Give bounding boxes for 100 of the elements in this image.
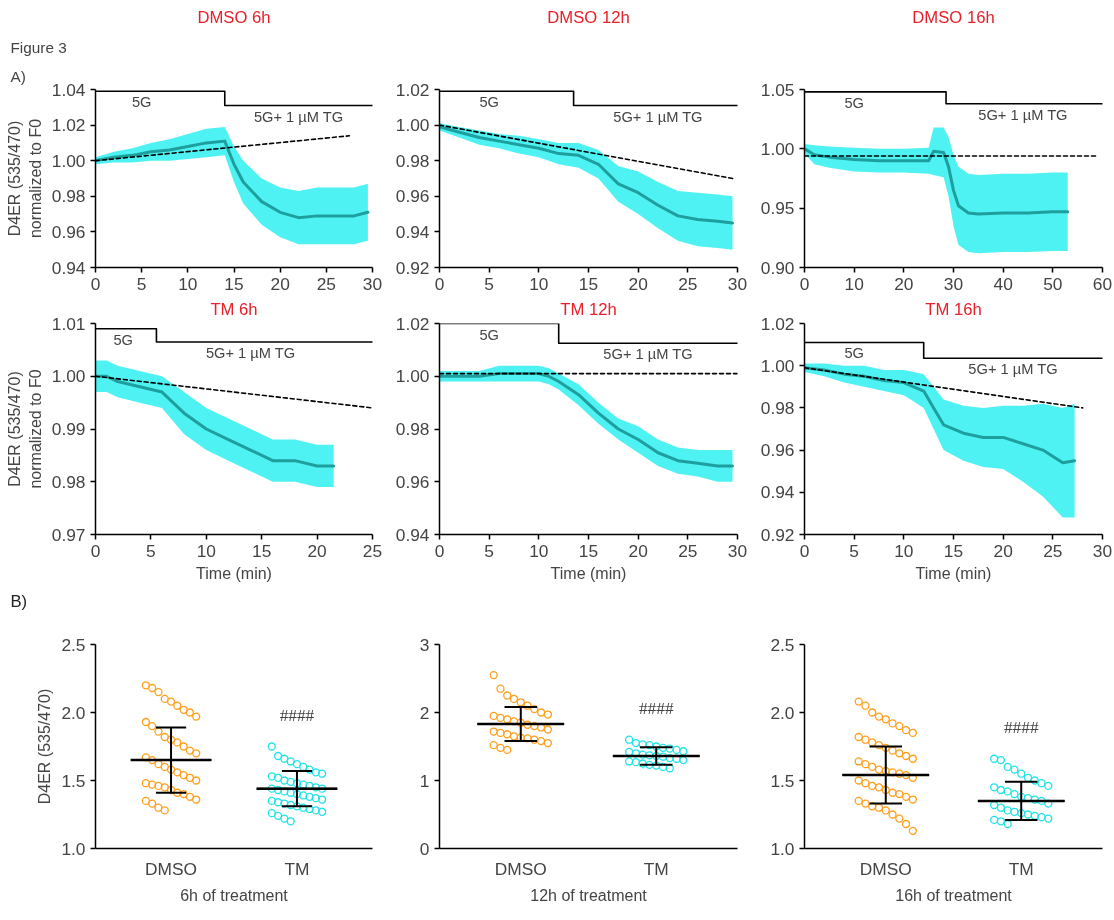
y-tick-label: 1.00 — [51, 366, 86, 387]
x-tick-label: 25 — [1043, 540, 1063, 561]
annotation: #### — [279, 705, 315, 725]
y-tick-label: 0.99 — [51, 419, 86, 439]
x-tick-label: 30 — [727, 540, 748, 561]
x-tick-label: 20 — [894, 273, 914, 294]
x-tick-label: 10 — [529, 273, 549, 294]
y-tick-label: 1.05 — [760, 79, 795, 100]
x-tick-label: 5 — [484, 273, 494, 294]
y-tick-label: 0.90 — [760, 257, 795, 278]
x-tick-label: 0 — [799, 273, 810, 294]
y-tick-label: 1.00 — [395, 366, 430, 387]
y-tick-label: 1 — [419, 770, 430, 791]
x-tick-label: DMSO — [494, 858, 547, 879]
x-tick-label: 20 — [993, 540, 1013, 561]
y-axis-title: D4ER (535/470) normalized to F0 — [6, 118, 44, 239]
x-tick-label: 15 — [943, 540, 964, 561]
x-axis-title: Time (min) — [196, 564, 272, 582]
annotation: 5G+ 1 µM TG — [603, 346, 693, 363]
x-axis-title: 12h of treatment — [530, 886, 648, 904]
x-tick-label: 5 — [146, 540, 156, 561]
y-tick-label: 0.94 — [395, 221, 430, 242]
y-tick-label: 0 — [419, 838, 430, 859]
x-tick-label: 25 — [316, 273, 336, 294]
y-tick-label: 0.98 — [51, 471, 86, 492]
x-tick-label: 10 — [529, 540, 549, 561]
annotation: 5G+ 1 µM TG — [253, 108, 344, 125]
chart-title: TM 16h — [925, 299, 982, 319]
x-axis-title: 6h of treatment — [180, 886, 289, 904]
chart-title: TM 12h — [560, 299, 617, 319]
y-tick-label: 2 — [419, 702, 430, 723]
y-tick-label: 0.96 — [760, 440, 795, 461]
x-tick-label: 5 — [484, 540, 494, 561]
y-tick-label: 0.94 — [760, 482, 795, 503]
x-tick-label: 60 — [1092, 273, 1113, 294]
y-tick-label: 0.92 — [760, 524, 795, 545]
x-tick-label: 25 — [678, 273, 698, 294]
annotation: 5G — [844, 94, 864, 111]
x-tick-label: 0 — [799, 540, 810, 561]
y-tick-label: 1.00 — [51, 150, 86, 171]
annotation: #### — [638, 698, 674, 718]
line-series — [95, 374, 336, 468]
annotation: 5G — [844, 345, 864, 362]
chart-title: DMSO 6h — [197, 7, 271, 27]
caption: Figure 3 — [10, 38, 67, 56]
y-tick-label: 1.00 — [760, 355, 795, 376]
x-tick-label: 15 — [224, 273, 244, 294]
x-tick-label: 10 — [844, 273, 864, 294]
x-tick-label: 20 — [307, 540, 327, 561]
x-tick-label: TM — [643, 858, 669, 879]
chart-title: B) — [10, 591, 28, 611]
chart-title: TM 6h — [210, 299, 258, 319]
x-tick-label: 0 — [90, 273, 101, 294]
text: A) — [10, 67, 26, 85]
y-tick-label: 0.92 — [395, 257, 430, 278]
y-tick-label: 1.04 — [51, 79, 86, 100]
x-tick-label: 0 — [434, 540, 445, 561]
y-tick-label: 2.5 — [770, 634, 795, 655]
x-tick-label: 20 — [628, 540, 648, 561]
x-tick-label: 30 — [362, 273, 383, 294]
x-tick-label: 0 — [90, 540, 101, 561]
x-tick-label: 40 — [993, 273, 1013, 294]
y-tick-label: 0.94 — [395, 524, 430, 545]
x-tick-label: 10 — [196, 540, 216, 561]
annotation: 5G — [113, 331, 133, 348]
chart-title: DMSO 12h — [547, 7, 630, 27]
x-tick-label: 20 — [628, 273, 648, 294]
x-tick-label: 50 — [1043, 273, 1063, 294]
y-axis-title: D4ER (535/470) normalized to F0 — [6, 369, 44, 489]
y-tick-label: 0.98 — [395, 150, 430, 171]
annotation: 5G+ 1 µM TG — [978, 106, 1068, 123]
y-tick-label: 1.0 — [770, 838, 795, 859]
x-tick-label: 15 — [578, 540, 599, 561]
y-tick-label: 0.98 — [395, 419, 430, 439]
y-tick-label: 0.97 — [51, 524, 86, 545]
x-tick-label: 10 — [178, 273, 198, 294]
line-series — [439, 125, 735, 225]
x-tick-label: 5 — [849, 540, 859, 561]
y-axis-title: D4ER (535/470) — [36, 688, 54, 805]
x-tick-label: 30 — [1092, 540, 1113, 561]
annotation: 5G — [131, 94, 152, 111]
y-tick-label: 1.5 — [770, 770, 795, 791]
annotation: 5G — [479, 94, 499, 111]
y-tick-label: 0.98 — [51, 186, 86, 207]
x-axis-title: Time (min) — [550, 564, 627, 582]
y-tick-label: 1.00 — [395, 115, 430, 136]
y-tick-label: 2.5 — [61, 634, 86, 655]
x-tick-label: 15 — [578, 273, 599, 294]
y-tick-label: 1.02 — [395, 313, 430, 334]
y-tick-label: 1.02 — [395, 79, 430, 100]
x-tick-label: 5 — [136, 273, 147, 294]
annotation: 5G+ 1 µM TG — [205, 344, 296, 361]
chart-title: DMSO 16h — [912, 7, 995, 27]
annotation: 5G — [479, 326, 499, 343]
y-tick-label: 1.02 — [51, 115, 86, 136]
x-tick-label: 0 — [434, 273, 445, 294]
y-tick-label: 1.02 — [760, 313, 795, 334]
x-axis-title: 16h of treatment — [895, 886, 1013, 904]
line-series — [439, 372, 735, 468]
y-tick-label: 0.96 — [395, 186, 430, 207]
